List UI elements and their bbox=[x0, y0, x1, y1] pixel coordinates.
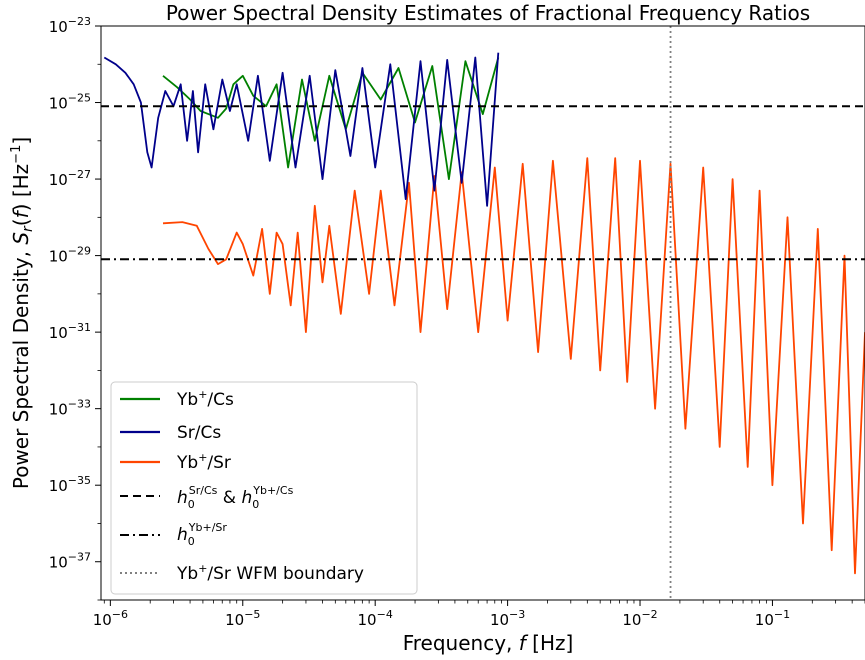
chart-title: Power Spectral Density Estimates of Frac… bbox=[166, 1, 810, 25]
x-tick-label: 10−3 bbox=[490, 608, 525, 629]
y-axis: 10−23 10−25 10−27 10−29 10−31 10−33 10−35 10−37 bbox=[49, 15, 101, 601]
x-tick-label: 10−2 bbox=[622, 608, 657, 629]
x-tick-label: 10−4 bbox=[358, 608, 393, 629]
legend-label-yb-sr: Yb+/Sr bbox=[176, 451, 231, 473]
legend-label-h0-sr: h0Yb+/Sr bbox=[177, 521, 227, 548]
legend-label-h0-cs: h0Sr/Cs & h0Yb+/Cs bbox=[177, 484, 294, 511]
y-tick-label: 10−31 bbox=[49, 321, 91, 342]
y-tick-label: 10−27 bbox=[49, 168, 91, 189]
legend-label-wfm: Yb+/Sr WFM boundary bbox=[176, 562, 364, 584]
y-tick-label: 10−23 bbox=[49, 15, 91, 36]
x-axis-label: Frequency, f [Hz] bbox=[403, 631, 574, 655]
y-tick-label: 10−35 bbox=[49, 474, 91, 495]
x-axis: 10−6 10−5 10−4 10−3 10−2 10−1 bbox=[93, 600, 865, 629]
y-tick-label: 10−33 bbox=[49, 398, 91, 419]
plot-frame bbox=[100, 25, 865, 601]
x-tick-label: 10−1 bbox=[755, 608, 790, 629]
series-line-ybcs bbox=[162, 57, 500, 181]
legend: Yb+/Cs Sr/Cs Yb+/Sr h0Sr/Cs & h0Yb+/Cs h… bbox=[110, 381, 418, 595]
legend-box bbox=[110, 381, 418, 595]
legend-label-sr-cs: Sr/Cs bbox=[177, 423, 221, 443]
x-tick-label: 10−6 bbox=[93, 608, 128, 629]
y-axis-label: Power Spectral Density, Sr(f) [Hz−1] bbox=[9, 137, 36, 489]
legend-label-yb-cs: Yb+/Cs bbox=[176, 388, 234, 410]
y-tick-label: 10−25 bbox=[49, 92, 91, 113]
y-tick-label: 10−29 bbox=[49, 245, 91, 266]
reference-lines bbox=[101, 26, 865, 600]
y-tick-label: 10−37 bbox=[49, 551, 91, 572]
series-line-ybsr bbox=[162, 157, 865, 575]
x-tick-label: 10−5 bbox=[225, 608, 260, 629]
